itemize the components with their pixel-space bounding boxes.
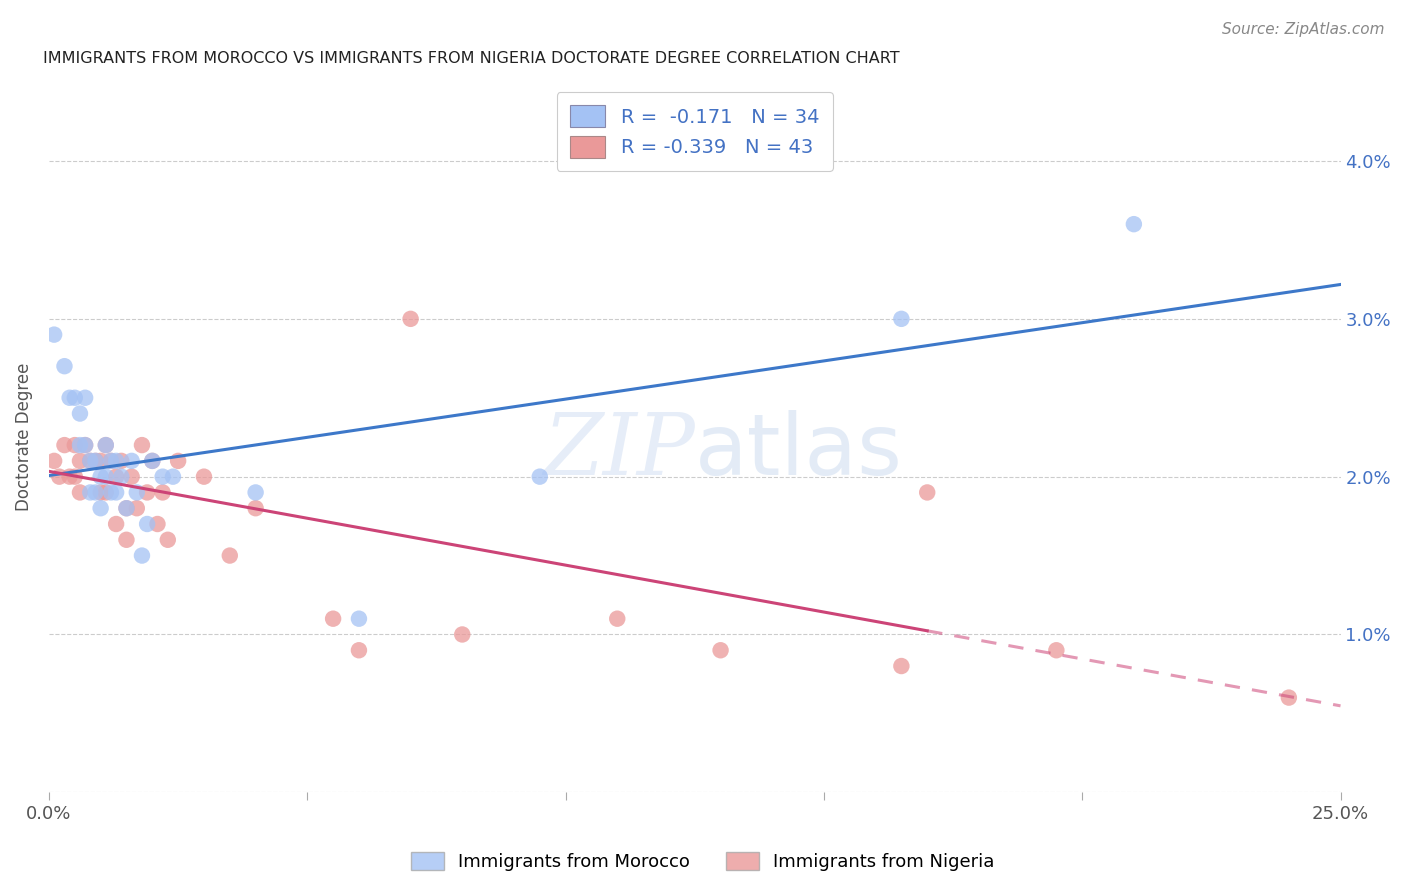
Point (59, 391, 82, 405)
Point (63, 438, 86, 452)
Point (44, 327, 66, 342)
Point (915, 485, 938, 500)
Point (100, 485, 122, 500)
Point (69, 407, 91, 421)
Point (63, 391, 86, 405)
Point (105, 516, 128, 531)
Point (100, 454, 122, 468)
Point (146, 516, 169, 531)
Point (105, 469, 128, 483)
Point (110, 469, 132, 483)
Point (90, 469, 112, 483)
Point (141, 454, 163, 468)
Point (94, 438, 117, 452)
Point (890, 659, 912, 673)
Point (125, 501, 148, 516)
Point (90, 485, 112, 500)
Point (44, 454, 66, 468)
Point (167, 454, 190, 468)
Point (245, 501, 267, 516)
Text: Source: ZipAtlas.com: Source: ZipAtlas.com (1222, 22, 1385, 37)
Point (121, 469, 143, 483)
Point (347, 643, 370, 657)
Point (131, 549, 153, 563)
Point (890, 311, 912, 326)
Point (90, 501, 112, 516)
Text: IMMIGRANTS FROM MOROCCO VS IMMIGRANTS FROM NIGERIA DOCTORATE DEGREE CORRELATION : IMMIGRANTS FROM MOROCCO VS IMMIGRANTS FR… (42, 51, 900, 66)
Point (75, 438, 97, 452)
Point (141, 454, 163, 468)
Point (84, 454, 107, 468)
Point (75, 391, 97, 405)
Point (152, 469, 174, 483)
Point (136, 516, 159, 531)
Point (94, 438, 117, 452)
Point (94, 485, 117, 500)
Point (121, 454, 143, 468)
Point (529, 469, 551, 483)
Point (131, 438, 153, 452)
Legend: R =  -0.171   N = 34, R = -0.339   N = 43: R = -0.171 N = 34, R = -0.339 N = 43 (557, 92, 832, 171)
Point (75, 438, 97, 452)
Point (125, 485, 148, 500)
Point (162, 469, 184, 483)
Point (105, 485, 128, 500)
Point (1278, 690, 1301, 705)
Point (105, 454, 128, 468)
Point (193, 469, 215, 483)
Point (59, 469, 82, 483)
Point (48, 469, 70, 483)
Point (53, 438, 76, 452)
Point (451, 627, 474, 641)
Point (115, 533, 138, 547)
Point (69, 454, 91, 468)
Point (84, 485, 107, 500)
Point (115, 501, 138, 516)
Point (79, 485, 101, 500)
Point (156, 533, 179, 547)
Point (79, 454, 101, 468)
Point (100, 454, 122, 468)
Point (218, 549, 240, 563)
Point (399, 311, 422, 326)
Y-axis label: Doctorate Degree: Doctorate Degree (15, 363, 32, 511)
Point (1122, 217, 1144, 231)
Point (245, 485, 267, 500)
Point (115, 501, 138, 516)
Point (79, 454, 101, 468)
Point (110, 454, 132, 468)
Point (69, 438, 91, 452)
Point (94, 469, 117, 483)
Text: atlas: atlas (695, 410, 903, 493)
Legend: Immigrants from Morocco, Immigrants from Nigeria: Immigrants from Morocco, Immigrants from… (404, 845, 1002, 879)
Point (53, 359, 76, 374)
Point (347, 612, 370, 626)
Point (322, 612, 344, 626)
Point (606, 612, 628, 626)
Point (1045, 643, 1067, 657)
Point (152, 485, 174, 500)
Point (63, 469, 86, 483)
Point (84, 454, 107, 468)
Point (136, 485, 159, 500)
Point (90, 454, 112, 468)
Text: ZIP: ZIP (543, 410, 695, 492)
Point (709, 643, 731, 657)
Point (69, 485, 91, 500)
